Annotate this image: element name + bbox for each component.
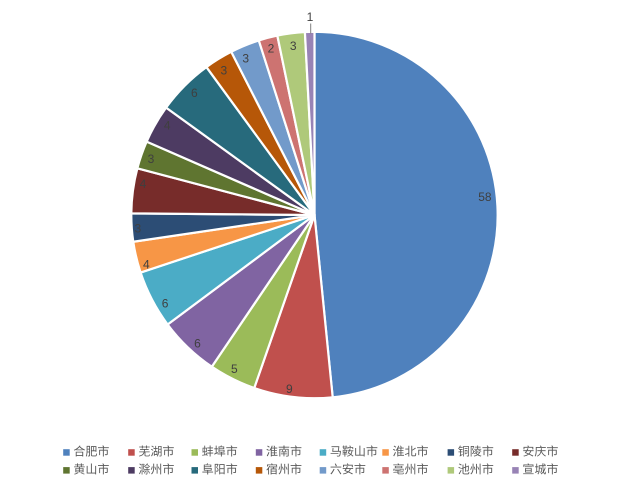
svg-text:4: 4: [140, 177, 147, 191]
svg-text:2: 2: [268, 42, 275, 56]
svg-text:3: 3: [134, 222, 141, 236]
svg-text:58: 58: [478, 190, 492, 204]
svg-text:6: 6: [162, 297, 169, 311]
svg-text:4: 4: [164, 119, 171, 133]
svg-text:3: 3: [242, 52, 249, 66]
svg-text:3: 3: [220, 64, 227, 78]
svg-text:6: 6: [191, 86, 198, 100]
svg-text:5: 5: [231, 362, 238, 376]
svg-text:1: 1: [307, 10, 314, 24]
svg-text:3: 3: [290, 39, 297, 53]
svg-text:3: 3: [148, 152, 155, 166]
svg-text:4: 4: [143, 258, 150, 272]
svg-text:6: 6: [194, 337, 201, 351]
svg-text:9: 9: [286, 382, 293, 396]
